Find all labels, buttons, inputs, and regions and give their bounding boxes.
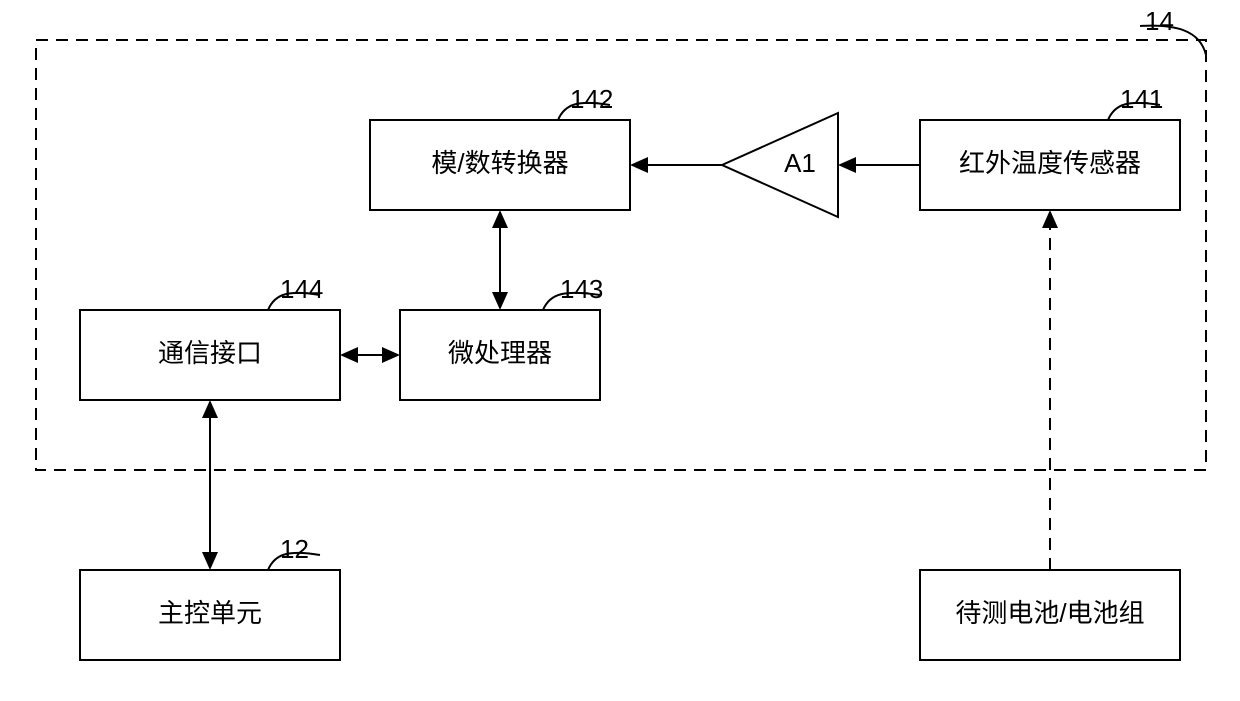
arrowhead-mcu-comm-left: [340, 347, 358, 363]
ref-label-143: 143: [560, 274, 603, 304]
main-control-label: 主控单元: [158, 598, 262, 628]
arrowhead-adc-mcu-down: [492, 292, 508, 310]
arrowhead-battery-sensor: [1042, 210, 1058, 228]
ir-sensor-label: 红外温度传感器: [959, 148, 1141, 178]
ref-label-141: 141: [1120, 84, 1163, 114]
arrowhead-mcu-comm-right: [382, 347, 400, 363]
arrowhead-amp-adc: [630, 157, 648, 173]
ref-label-14: 14: [1145, 6, 1174, 36]
arrowhead-adc-mcu-up: [492, 210, 508, 228]
ref-label-12: 12: [280, 534, 309, 564]
ref-label-142: 142: [570, 84, 613, 114]
arrowhead-sensor-amp: [838, 157, 856, 173]
amplifier-a1-label: A1: [784, 148, 816, 178]
mcu-label: 微处理器: [448, 338, 552, 368]
comm-interface-label: 通信接口: [158, 338, 262, 368]
ref-label-144: 144: [280, 274, 323, 304]
arrowhead-comm-main-down: [202, 552, 218, 570]
battery-label: 待测电池/电池组: [955, 598, 1144, 628]
adc-label: 模/数转换器: [431, 148, 568, 178]
arrowhead-comm-main-up: [202, 400, 218, 418]
amplifier-a1: [722, 113, 838, 217]
